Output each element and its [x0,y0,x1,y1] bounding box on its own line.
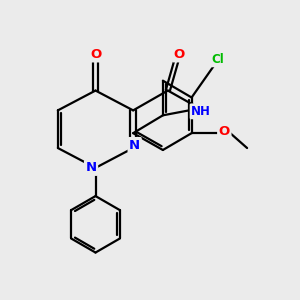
Text: N: N [85,161,97,174]
Text: NH: NH [191,105,211,118]
Text: O: O [174,48,185,61]
Text: O: O [219,125,230,138]
Text: O: O [90,48,101,61]
Text: Cl: Cl [211,53,224,66]
Text: N: N [129,139,140,152]
